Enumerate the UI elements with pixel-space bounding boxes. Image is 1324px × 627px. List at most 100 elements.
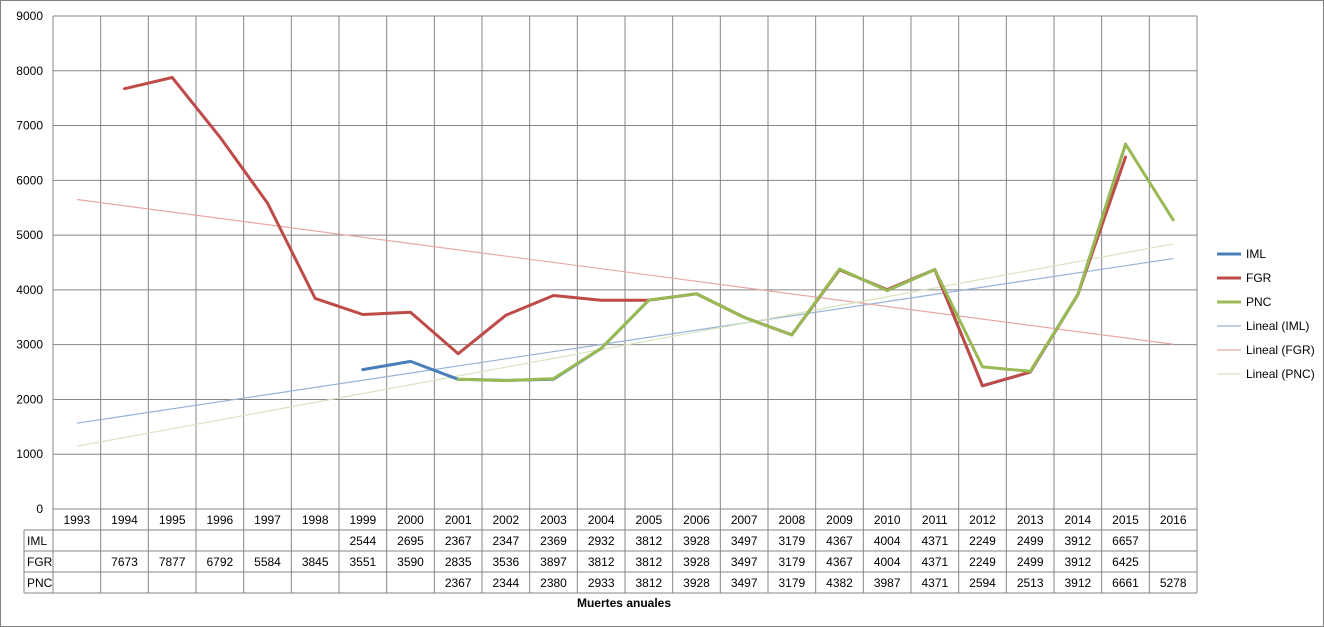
data-label: 3928 [683,534,710,548]
series-lines [123,76,1175,388]
y-tick-label: 9000 [16,9,43,23]
data-label: 3590 [397,555,424,569]
data-label: 4367 [826,534,853,548]
data-label: 2367 [445,576,472,590]
x-tick-label: 2009 [826,513,853,527]
data-label: 3812 [635,576,662,590]
x-tick-label: 2003 [540,513,567,527]
table-row-label: IML [27,534,47,548]
x-tick-label: 2006 [683,513,710,527]
trendline-pnc [76,243,1174,447]
x-tick-label: 1998 [302,513,329,527]
x-tick-label: 2012 [969,513,996,527]
y-tick-label: 0 [36,502,43,516]
legend-label: Lineal (IML) [1246,319,1309,333]
legend: IML FGR PNC Lineal (IML) Lineal (FGR) Lineal … [1217,247,1315,381]
x-tick-label: 2016 [1160,513,1187,527]
data-label: 2499 [1017,555,1044,569]
legend-label: Lineal (PNC) [1246,367,1315,381]
x-tick-label: 2010 [874,513,901,527]
data-label: 2932 [588,534,615,548]
data-label: 3845 [302,555,329,569]
trendline-fgr [76,198,1174,345]
y-tick-label: 3000 [16,338,43,352]
y-tick-label: 2000 [16,392,43,406]
y-tick-label: 8000 [16,64,43,78]
data-label: 4371 [921,534,948,548]
x-tick-label: 2013 [1017,513,1044,527]
data-label: 2513 [1017,576,1044,590]
x-tick-label: 2004 [588,513,615,527]
legend-label: FGR [1246,271,1272,285]
data-label: 6425 [1112,555,1139,569]
legend-label: Lineal (FGR) [1246,343,1315,357]
table-row-label: PNC [27,576,53,590]
x-tick-label: 2015 [1112,513,1139,527]
x-tick-label: 2005 [635,513,662,527]
data-label: 3497 [731,534,758,548]
data-label: 6792 [206,555,233,569]
data-label: 2499 [1017,534,1044,548]
x-tick-label: 1994 [111,513,138,527]
x-tick-label: 2001 [445,513,472,527]
data-label: 3179 [778,555,805,569]
y-tick-label: 5000 [16,228,43,242]
data-label: 2380 [540,576,567,590]
y-tick-label: 7000 [16,119,43,133]
data-label: 5278 [1160,576,1187,590]
data-label: 3497 [731,555,758,569]
data-label: 4382 [826,576,853,590]
trendline-iml [76,257,1174,424]
data-label: 5584 [254,555,281,569]
x-tick-label: 2008 [778,513,805,527]
x-tick-label: 2002 [492,513,519,527]
data-label: 2369 [540,534,567,548]
x-tick-label: 1993 [63,513,90,527]
data-label: 4371 [921,555,948,569]
x-tick-label: 2011 [922,513,948,527]
x-axis-title: Muertes anuales [577,596,671,610]
data-label: 3536 [492,555,519,569]
data-table: 1993 1994 1995 1996 1997 1998 1999 2000 2001 2002… [23,508,1197,594]
data-label: 4004 [874,534,901,548]
data-label: 2835 [445,555,472,569]
data-label: 2347 [492,534,519,548]
x-tick-label: 2000 [397,513,424,527]
data-label: 6657 [1112,534,1139,548]
y-tick-label: 4000 [16,283,43,297]
x-tick-label: 1999 [349,513,376,527]
data-label: 3928 [683,576,710,590]
data-label: 6661 [1112,576,1139,590]
x-tick-label: 1995 [159,513,186,527]
data-label: 4004 [874,555,901,569]
data-label: 3497 [731,576,758,590]
data-label: 2249 [969,534,996,548]
data-label: 3179 [778,576,805,590]
data-label: 3897 [540,555,567,569]
data-label: 3912 [1064,534,1091,548]
y-tick-label: 6000 [16,173,43,187]
series-line-fgr [123,76,1127,388]
x-tick-label: 2007 [731,513,758,527]
data-label: 2344 [492,576,519,590]
data-label: 7673 [111,555,138,569]
data-label: 2544 [349,534,376,548]
data-label: 3912 [1064,555,1091,569]
data-label: 2367 [445,534,472,548]
gridlines [52,15,1198,593]
y-axis: 0 1000 2000 3000 4000 5000 6000 7000 8000 9000 [16,9,54,516]
data-label: 3812 [635,555,662,569]
y-tick-label: 1000 [16,447,43,461]
data-label: 3928 [683,555,710,569]
data-label: 4371 [921,576,948,590]
data-label: 3987 [874,576,901,590]
x-tick-label: 1997 [254,513,281,527]
trendlines [76,198,1174,447]
data-label: 3179 [778,534,805,548]
data-label: 3812 [588,555,615,569]
data-label: 2933 [588,576,615,590]
data-label: 3812 [635,534,662,548]
x-tick-label: 1996 [206,513,233,527]
